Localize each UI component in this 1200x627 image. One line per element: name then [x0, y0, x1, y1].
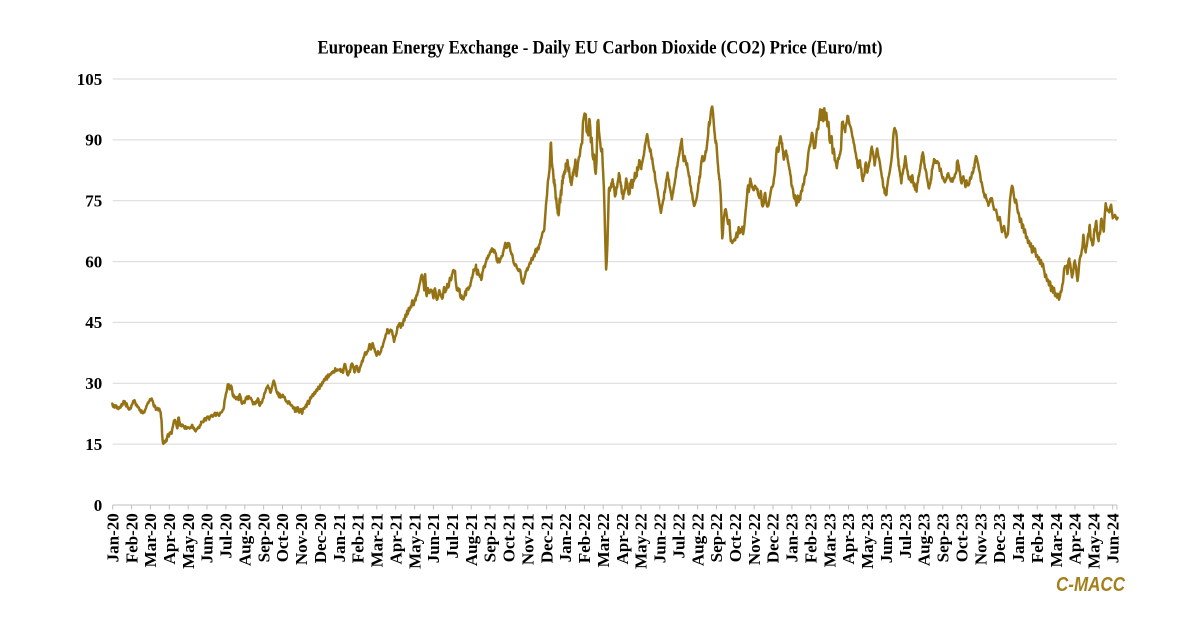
svg-text:60: 60 — [85, 252, 102, 271]
svg-text:0: 0 — [94, 496, 103, 515]
svg-text:Jun-24: Jun-24 — [1103, 513, 1122, 564]
svg-text:Jan-21: Jan-21 — [330, 513, 349, 562]
svg-text:Sep-22: Sep-22 — [707, 513, 726, 562]
svg-text:Jun-23: Jun-23 — [877, 513, 896, 563]
svg-text:Dec-20: Dec-20 — [311, 513, 330, 563]
svg-text:Sep-20: Sep-20 — [254, 513, 273, 562]
svg-text:Mar-21: Mar-21 — [368, 513, 387, 567]
svg-text:45: 45 — [85, 313, 102, 332]
svg-text:Jun-22: Jun-22 — [651, 513, 670, 563]
svg-text:Oct-23: Oct-23 — [952, 513, 971, 562]
svg-text:Jul-21: Jul-21 — [443, 513, 462, 558]
svg-text:Apr-20: Apr-20 — [160, 513, 179, 564]
svg-text:Apr-24: Apr-24 — [1066, 513, 1085, 565]
svg-text:Dec-21: Dec-21 — [537, 513, 556, 563]
svg-text:Feb-20: Feb-20 — [122, 513, 141, 563]
svg-text:European Energy Exchange - Dai: European Energy Exchange - Daily EU Carb… — [318, 39, 883, 59]
svg-text:Nov-20: Nov-20 — [292, 513, 311, 565]
svg-text:105: 105 — [77, 70, 103, 89]
svg-text:May-23: May-23 — [858, 513, 877, 569]
svg-text:Jun-20: Jun-20 — [198, 513, 217, 563]
svg-text:Sep-21: Sep-21 — [481, 513, 500, 562]
svg-text:Feb-21: Feb-21 — [349, 513, 368, 563]
svg-text:Jan-24: Jan-24 — [1009, 513, 1028, 563]
svg-text:Jul-22: Jul-22 — [669, 513, 688, 558]
svg-text:May-24: May-24 — [1085, 513, 1104, 569]
svg-text:Nov-21: Nov-21 — [519, 513, 538, 565]
svg-text:Jan-23: Jan-23 — [783, 513, 802, 562]
svg-text:30: 30 — [85, 374, 102, 393]
svg-text:Feb-22: Feb-22 — [575, 513, 594, 563]
svg-text:Aug-20: Aug-20 — [236, 513, 255, 566]
svg-text:15: 15 — [85, 435, 102, 454]
svg-text:Dec-22: Dec-22 — [764, 513, 783, 563]
svg-text:May-21: May-21 — [405, 513, 424, 569]
svg-text:Aug-23: Aug-23 — [915, 513, 934, 566]
svg-text:Jun-21: Jun-21 — [424, 513, 443, 563]
svg-text:Jan-22: Jan-22 — [556, 513, 575, 562]
svg-text:75: 75 — [85, 192, 102, 211]
svg-text:Jul-23: Jul-23 — [896, 513, 915, 558]
svg-text:Apr-21: Apr-21 — [386, 513, 405, 564]
svg-text:Mar-23: Mar-23 — [820, 513, 839, 567]
svg-text:Jan-20: Jan-20 — [103, 513, 122, 562]
svg-text:Mar-24: Mar-24 — [1047, 513, 1066, 568]
svg-text:Oct-20: Oct-20 — [273, 513, 292, 562]
svg-text:Nov-22: Nov-22 — [745, 513, 764, 565]
svg-text:May-20: May-20 — [179, 513, 198, 569]
svg-text:Feb-24: Feb-24 — [1028, 513, 1047, 564]
svg-text:Apr-23: Apr-23 — [839, 513, 858, 564]
svg-text:Nov-23: Nov-23 — [971, 513, 990, 565]
svg-text:C-MACC: C-MACC — [1056, 574, 1125, 596]
svg-text:Jul-20: Jul-20 — [217, 513, 236, 558]
svg-text:Mar-20: Mar-20 — [141, 513, 160, 567]
svg-text:Mar-22: Mar-22 — [594, 513, 613, 567]
svg-text:Oct-21: Oct-21 — [500, 513, 519, 562]
svg-text:Dec-23: Dec-23 — [990, 513, 1009, 563]
svg-text:Aug-22: Aug-22 — [688, 513, 707, 566]
svg-text:May-22: May-22 — [632, 513, 651, 569]
svg-text:Aug-21: Aug-21 — [462, 513, 481, 566]
svg-text:Sep-23: Sep-23 — [934, 513, 953, 562]
svg-text:90: 90 — [85, 131, 102, 150]
svg-text:Feb-23: Feb-23 — [802, 513, 821, 563]
svg-text:Apr-22: Apr-22 — [613, 513, 632, 564]
svg-text:Oct-22: Oct-22 — [726, 513, 745, 562]
